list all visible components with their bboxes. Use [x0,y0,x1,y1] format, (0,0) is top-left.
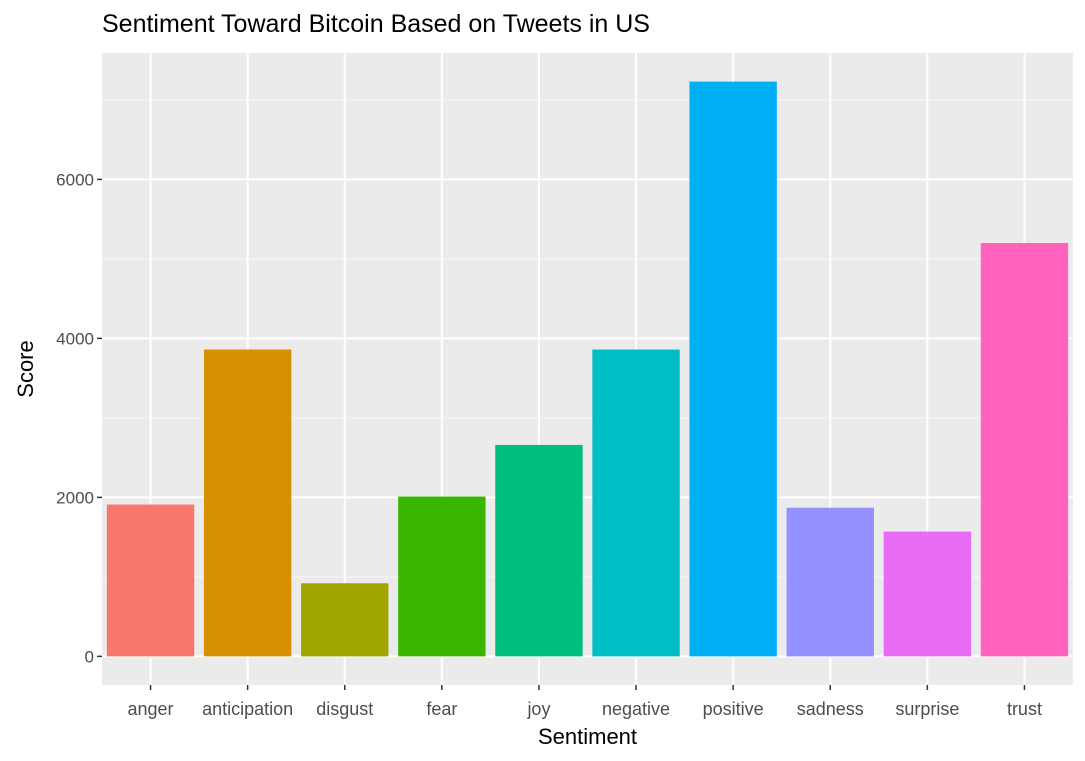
x-tick-label: joy [526,699,550,719]
x-tick-label: disgust [316,699,373,719]
chart-title: Sentiment Toward Bitcoin Based on Tweets… [102,10,650,38]
y-tick-label: 6000 [56,170,94,189]
bar-negative [592,349,680,657]
x-tick-label: surprise [895,699,959,719]
bar-positive [689,81,777,657]
bar-surprise [883,531,972,657]
x-tick-label: positive [703,699,764,719]
y-tick-label: 0 [85,647,94,666]
y-tick-label: 2000 [56,488,94,507]
bar-disgust [301,583,389,657]
x-axis-label: Sentiment [538,724,637,749]
bar-joy [495,444,583,657]
bar-anger [106,504,195,657]
x-tick-label: anger [128,699,174,719]
y-tick-label: 4000 [56,329,94,348]
x-tick-label: anticipation [202,699,293,719]
x-tick-label: trust [1007,699,1042,719]
x-tick-label: negative [602,699,670,719]
x-tick-label: sadness [797,699,864,719]
bar-anticipation [203,349,292,657]
bar-trust [980,242,1069,657]
bar-sadness [786,507,874,657]
bar-fear [398,496,486,657]
y-axis-label: Score [13,340,38,397]
x-tick-label: fear [426,699,457,719]
